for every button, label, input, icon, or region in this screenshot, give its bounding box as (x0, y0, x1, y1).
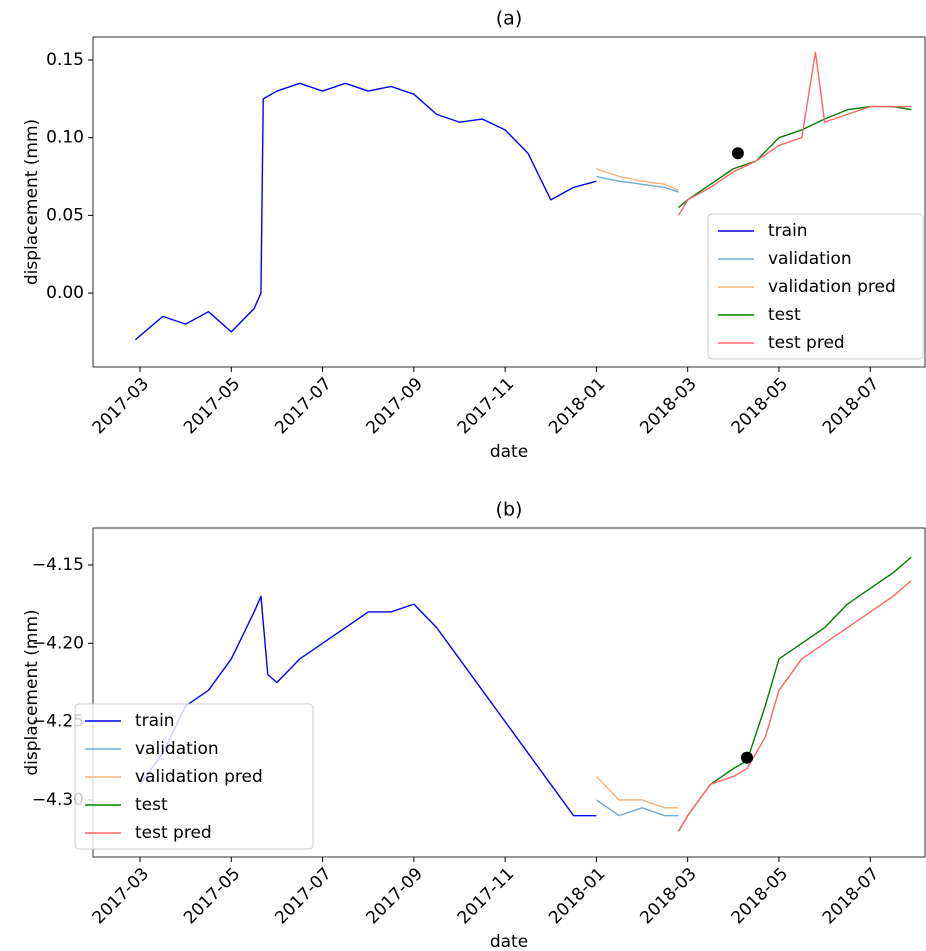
legend-label: test pred (768, 333, 845, 353)
legend-label: train (135, 711, 175, 731)
series-line (677, 556, 912, 832)
legend-box (74, 703, 314, 850)
x-tick-label: 2018-05 (728, 864, 792, 928)
axes-frame (92, 527, 926, 858)
x-tick-label: 2017-07 (271, 374, 335, 438)
series-line (596, 175, 679, 193)
x-axis-label: date (490, 932, 528, 951)
x-tick-label: 2018-01 (545, 864, 609, 928)
x-tick-label: 2018-03 (636, 864, 700, 928)
marker-point (731, 147, 744, 160)
plot-area: (a) 2017-03 2017-05 2017-07 2017-09 2017-11 20… (22, 8, 926, 462)
series-line (139, 595, 597, 817)
series-line (678, 105, 912, 209)
series-line (595, 775, 679, 809)
x-tick-label: 2018-01 (545, 374, 609, 438)
series-line (134, 82, 597, 341)
legend-label: test pred (135, 823, 212, 843)
series-line (596, 168, 679, 192)
x-tick-label: 2017-03 (89, 864, 153, 928)
legend-label: validation pred (135, 767, 263, 787)
legend-label: validation (768, 249, 852, 269)
marker-point (741, 751, 754, 764)
y-tick-label: −4.25 (32, 712, 84, 732)
legend-label: test (135, 795, 168, 815)
x-axis-label: date (490, 442, 528, 462)
plot-area: (b) 2017-03 2017-05 2017-07 2017-09 2017-11 20… (22, 499, 926, 951)
x-tick-label: 2017-05 (180, 374, 244, 438)
y-tick-label: 0.05 (46, 205, 84, 225)
x-tick-label: 2017-09 (363, 864, 427, 928)
y-tick-label: −4.15 (32, 555, 84, 575)
x-tick-label: 2018-07 (819, 374, 883, 438)
legend-label: test (768, 305, 801, 325)
axes-frame (92, 36, 926, 368)
legend: train validation validation pred test test p… (707, 213, 924, 360)
x-tick-label: 2017-05 (180, 864, 244, 928)
chart-title: (a) (496, 8, 522, 30)
y-axis-label: displacement (mm) (22, 609, 42, 775)
x-tick-label: 2017-07 (271, 864, 335, 928)
x-tick-label: 2017-11 (454, 864, 518, 928)
x-tick-label: 2018-03 (636, 374, 700, 438)
y-tick-label: −4.30 (32, 790, 84, 810)
x-tick-label: 2018-05 (728, 374, 792, 438)
y-tick-label: 0.15 (46, 50, 84, 70)
chart-title: (b) (496, 499, 523, 521)
y-tick-label: 0.10 (46, 128, 84, 148)
legend-label: validation pred (768, 277, 896, 297)
y-tick-label: 0.00 (46, 283, 84, 303)
legend-label: validation (135, 739, 219, 759)
series-line (677, 51, 912, 216)
x-tick-label: 2017-09 (363, 374, 427, 438)
x-tick-label: 2017-11 (454, 374, 518, 438)
x-tick-label: 2018-07 (819, 864, 883, 928)
legend-label: train (768, 221, 808, 241)
series-line (596, 799, 679, 817)
x-tick-label: 2017-03 (89, 374, 153, 438)
y-tick-label: −4.20 (32, 633, 84, 653)
y-axis-label: displacement (mm) (22, 119, 42, 285)
legend-box (707, 213, 924, 360)
legend: train validation validation pred test test p… (74, 703, 314, 850)
series-line (677, 580, 912, 832)
